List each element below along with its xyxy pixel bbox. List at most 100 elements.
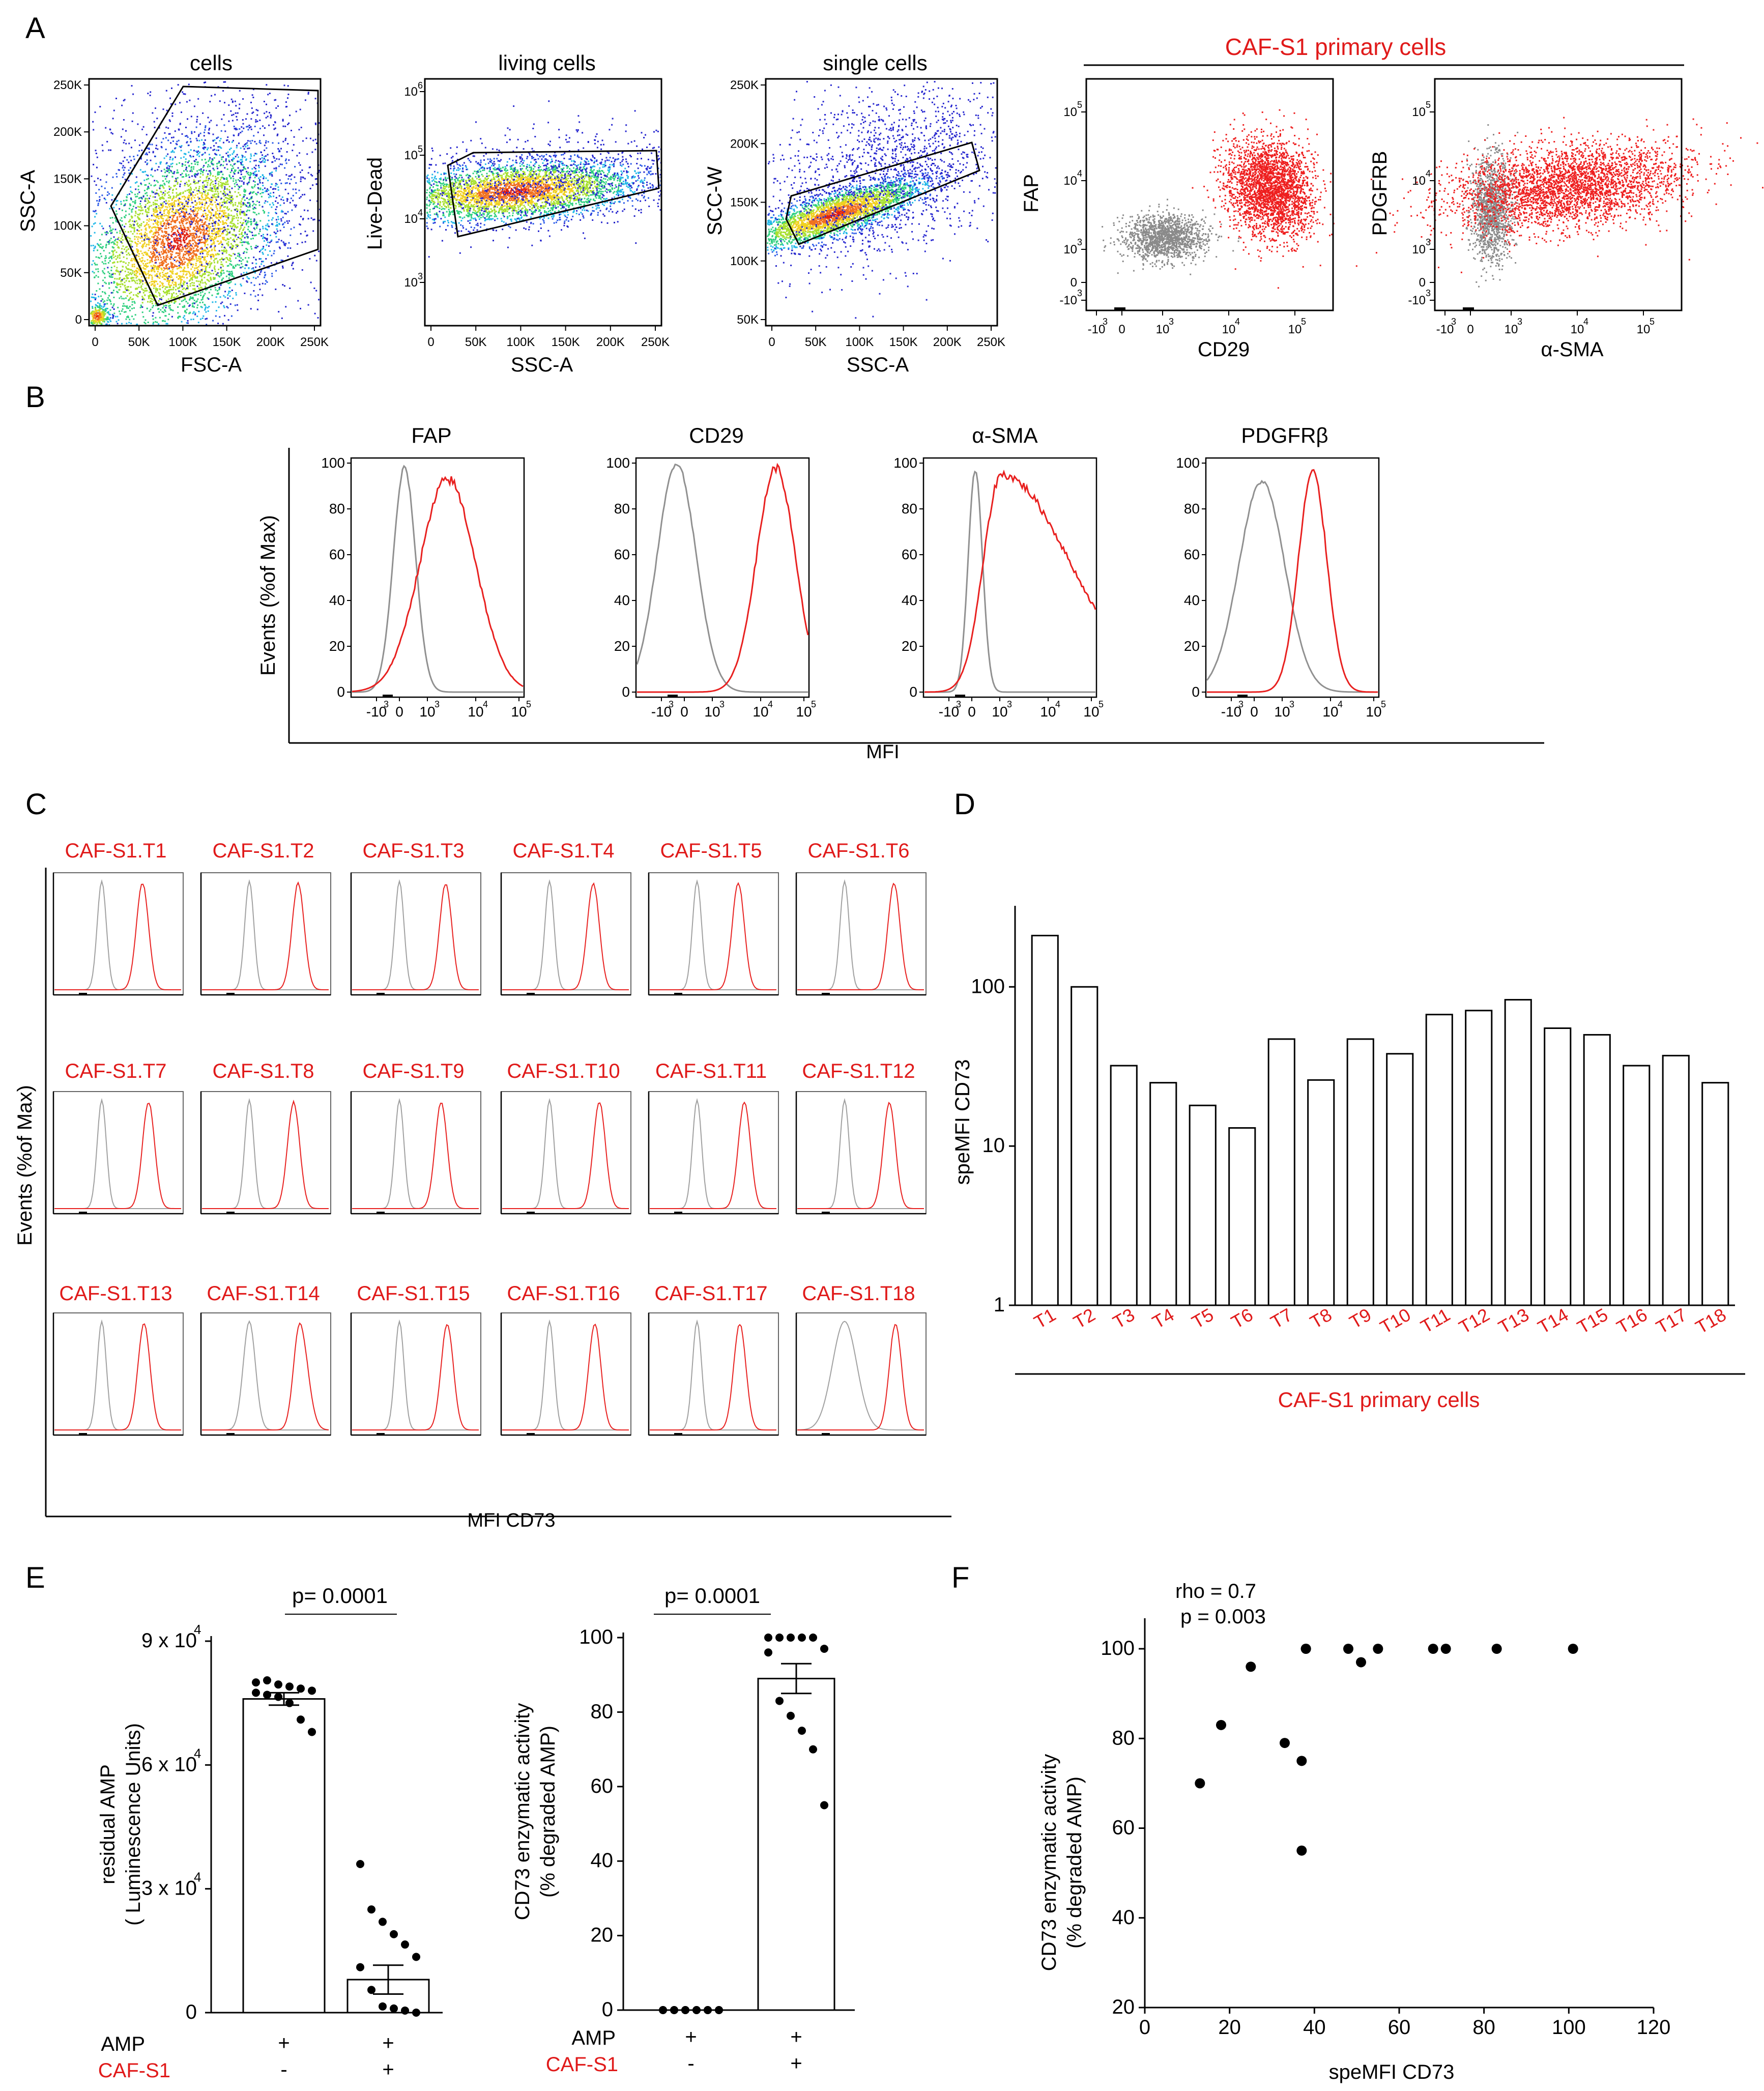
scatter-dot	[151, 253, 153, 255]
scatter-dot	[114, 240, 116, 242]
scatter-dot	[126, 289, 128, 291]
scatter-dot	[233, 240, 235, 242]
scatter-dot	[136, 282, 138, 284]
scatter-dot	[154, 209, 156, 211]
scatter-dot	[273, 188, 275, 190]
scatter-dot	[194, 200, 196, 202]
scatter-dot	[192, 312, 194, 314]
scatter-dot	[276, 221, 278, 223]
scatter-dot	[183, 281, 185, 283]
scatter-dot	[243, 211, 245, 213]
scatter-dot	[142, 297, 144, 299]
scatter-dot	[263, 178, 265, 180]
scatter-dot	[223, 306, 225, 308]
scatter-dot	[130, 260, 132, 262]
scatter-dot	[199, 123, 201, 125]
scatter-dot	[107, 312, 109, 314]
scatter-dot	[122, 150, 124, 152]
scatter-dot	[121, 209, 123, 211]
scatter-dot	[229, 246, 231, 248]
scatter-dot	[219, 210, 221, 212]
scatter-dot	[260, 258, 262, 260]
scatter-dot	[253, 235, 255, 237]
scatter-dot	[201, 154, 203, 156]
scatter-dot	[245, 248, 247, 249]
scatter-dot	[281, 210, 283, 212]
scatter-dot	[215, 204, 217, 206]
scatter-dot	[278, 150, 280, 152]
scatter-dot	[120, 136, 122, 138]
scatter-dot	[166, 268, 168, 270]
scatter-dot	[99, 106, 101, 108]
scatter-dot	[225, 234, 227, 236]
scatter-dot	[208, 274, 210, 276]
scatter-dot	[211, 238, 213, 240]
scatter-dot	[141, 252, 143, 254]
scatter-dot	[171, 112, 173, 114]
scatter-dot	[211, 182, 213, 184]
scatter-dot	[196, 161, 198, 163]
scatter-dot	[231, 141, 233, 143]
scatter-dot	[248, 124, 250, 126]
scatter-dot	[258, 201, 260, 203]
scatter-dot	[206, 176, 208, 178]
scatter-dot	[94, 297, 96, 299]
scatter-dot	[180, 259, 182, 261]
scatter-dot	[113, 312, 115, 314]
scatter-dot	[262, 125, 264, 127]
scatter-dot	[136, 245, 138, 247]
scatter-dot	[191, 197, 193, 199]
scatter-dot	[149, 301, 151, 303]
scatter-dot	[139, 270, 141, 272]
scatter-dot	[162, 205, 164, 207]
scatter-dot	[146, 252, 148, 254]
scatter-dot	[148, 237, 150, 239]
scatter-dot	[190, 140, 192, 142]
scatter-dot	[118, 247, 120, 249]
scatter-dot	[166, 175, 168, 177]
scatter-dot	[226, 206, 228, 208]
scatter-dot	[235, 156, 237, 158]
scatter-dot	[118, 271, 120, 273]
scatter-dot	[247, 277, 249, 279]
scatter-dot	[109, 227, 111, 229]
scatter-dot	[189, 304, 191, 306]
scatter-dot	[188, 260, 190, 262]
scatter-dot	[119, 273, 121, 275]
scatter-dot	[165, 214, 167, 216]
scatter-dot	[147, 215, 149, 217]
scatter-dot	[182, 196, 183, 198]
scatter-dot	[166, 222, 168, 224]
scatter-dot	[113, 236, 115, 238]
scatter-dot	[205, 283, 207, 285]
scatter-dot	[128, 142, 130, 145]
scatter-dot	[189, 223, 191, 225]
scatter-dot	[156, 180, 158, 182]
scatter-dot	[193, 237, 195, 239]
scatter-dot	[302, 177, 304, 179]
scatter-dot	[126, 159, 128, 161]
scatter-dot	[197, 269, 199, 271]
scatter-dot	[178, 202, 180, 204]
scatter-dot	[261, 157, 263, 159]
scatter-dot	[168, 219, 170, 221]
scatter-dot	[149, 227, 151, 229]
scatter-dot	[273, 195, 275, 197]
scatter-dot	[251, 186, 253, 188]
scatter-dot	[125, 214, 127, 216]
scatter-dot	[187, 302, 189, 304]
scatter-dot	[219, 164, 221, 166]
scatter-dot	[160, 262, 162, 264]
scatter-dot	[192, 206, 194, 208]
scatter-dot	[194, 194, 196, 196]
scatter-dot	[242, 169, 244, 171]
scatter-dot	[132, 220, 133, 222]
scatter-dot	[272, 202, 274, 204]
scatter-dot	[177, 317, 179, 319]
scatter-dot	[204, 256, 206, 258]
scatter-dot	[164, 184, 166, 186]
scatter-dot	[211, 212, 213, 214]
scatter-dot	[193, 105, 195, 107]
scatter-dot	[213, 163, 214, 165]
scatter-dot	[187, 322, 189, 324]
